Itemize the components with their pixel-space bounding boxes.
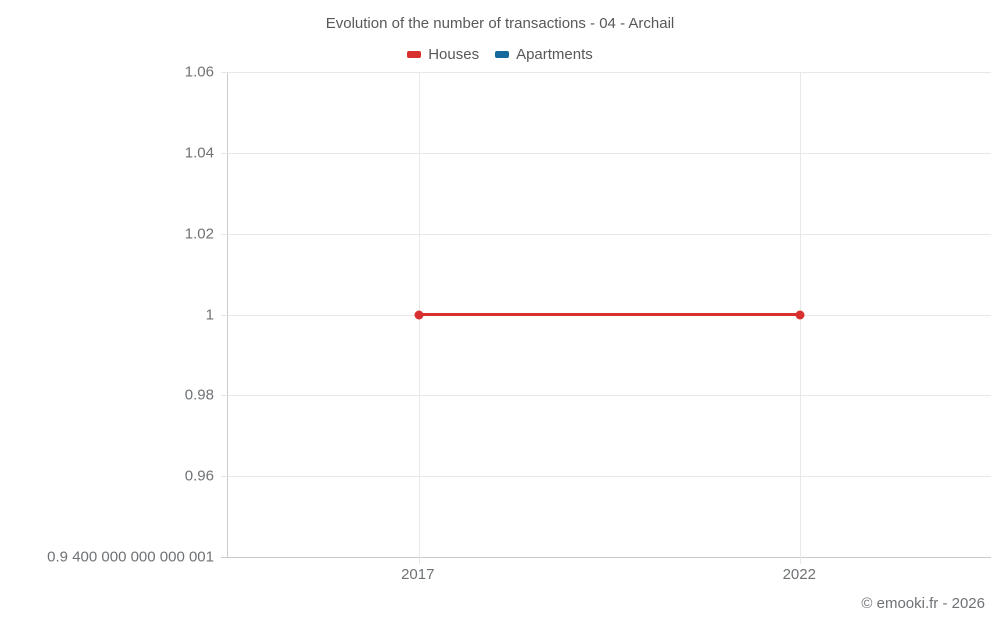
y-axis-labels: 1.06 1.04 1.02 1 0.98 0.96 0.9 400 000 000 000…	[0, 64, 214, 566]
y-gridline	[221, 72, 991, 73]
apartments-series-swatch	[495, 51, 510, 58]
plot-area	[221, 72, 991, 564]
data-point-houses[interactable]	[414, 310, 424, 319]
y-gridline	[221, 233, 991, 235]
chart-title: Evolution of the number of transactions …	[325, 15, 675, 32]
x-axis-line	[221, 557, 991, 558]
x-axis-labels: 2017 2022	[227, 566, 990, 586]
x-tick-label: 2022	[782, 566, 816, 583]
legend-label-houses: Houses	[428, 46, 480, 63]
series-line-houses[interactable]	[228, 72, 991, 557]
legend-label-apartments: Apartments	[516, 46, 593, 63]
legend-item-houses[interactable]: Houses	[407, 46, 479, 63]
legend: Houses Apartments	[0, 46, 1000, 63]
houses-series-swatch	[407, 51, 422, 58]
y-gridline	[221, 395, 991, 397]
y-tick-label: 0.9 400 000 000 000 001	[47, 548, 214, 566]
legend-item-apartments[interactable]: Apartments	[495, 46, 593, 63]
y-tick-label: 0.98	[184, 386, 214, 404]
y-gridline	[221, 152, 991, 154]
y-tick-label: 1	[205, 306, 214, 323]
copyright: © emooki.fr - 2026	[861, 595, 985, 612]
y-tick-label: 1.06	[184, 63, 214, 81]
y-tick-label: 1.02	[184, 225, 214, 243]
y-tick-label: 0.96	[184, 467, 214, 485]
y-tick-label: 1.04	[184, 144, 214, 162]
data-point-houses[interactable]	[795, 310, 805, 319]
x-tick-label: 2017	[401, 566, 435, 583]
y-gridline	[221, 476, 991, 478]
